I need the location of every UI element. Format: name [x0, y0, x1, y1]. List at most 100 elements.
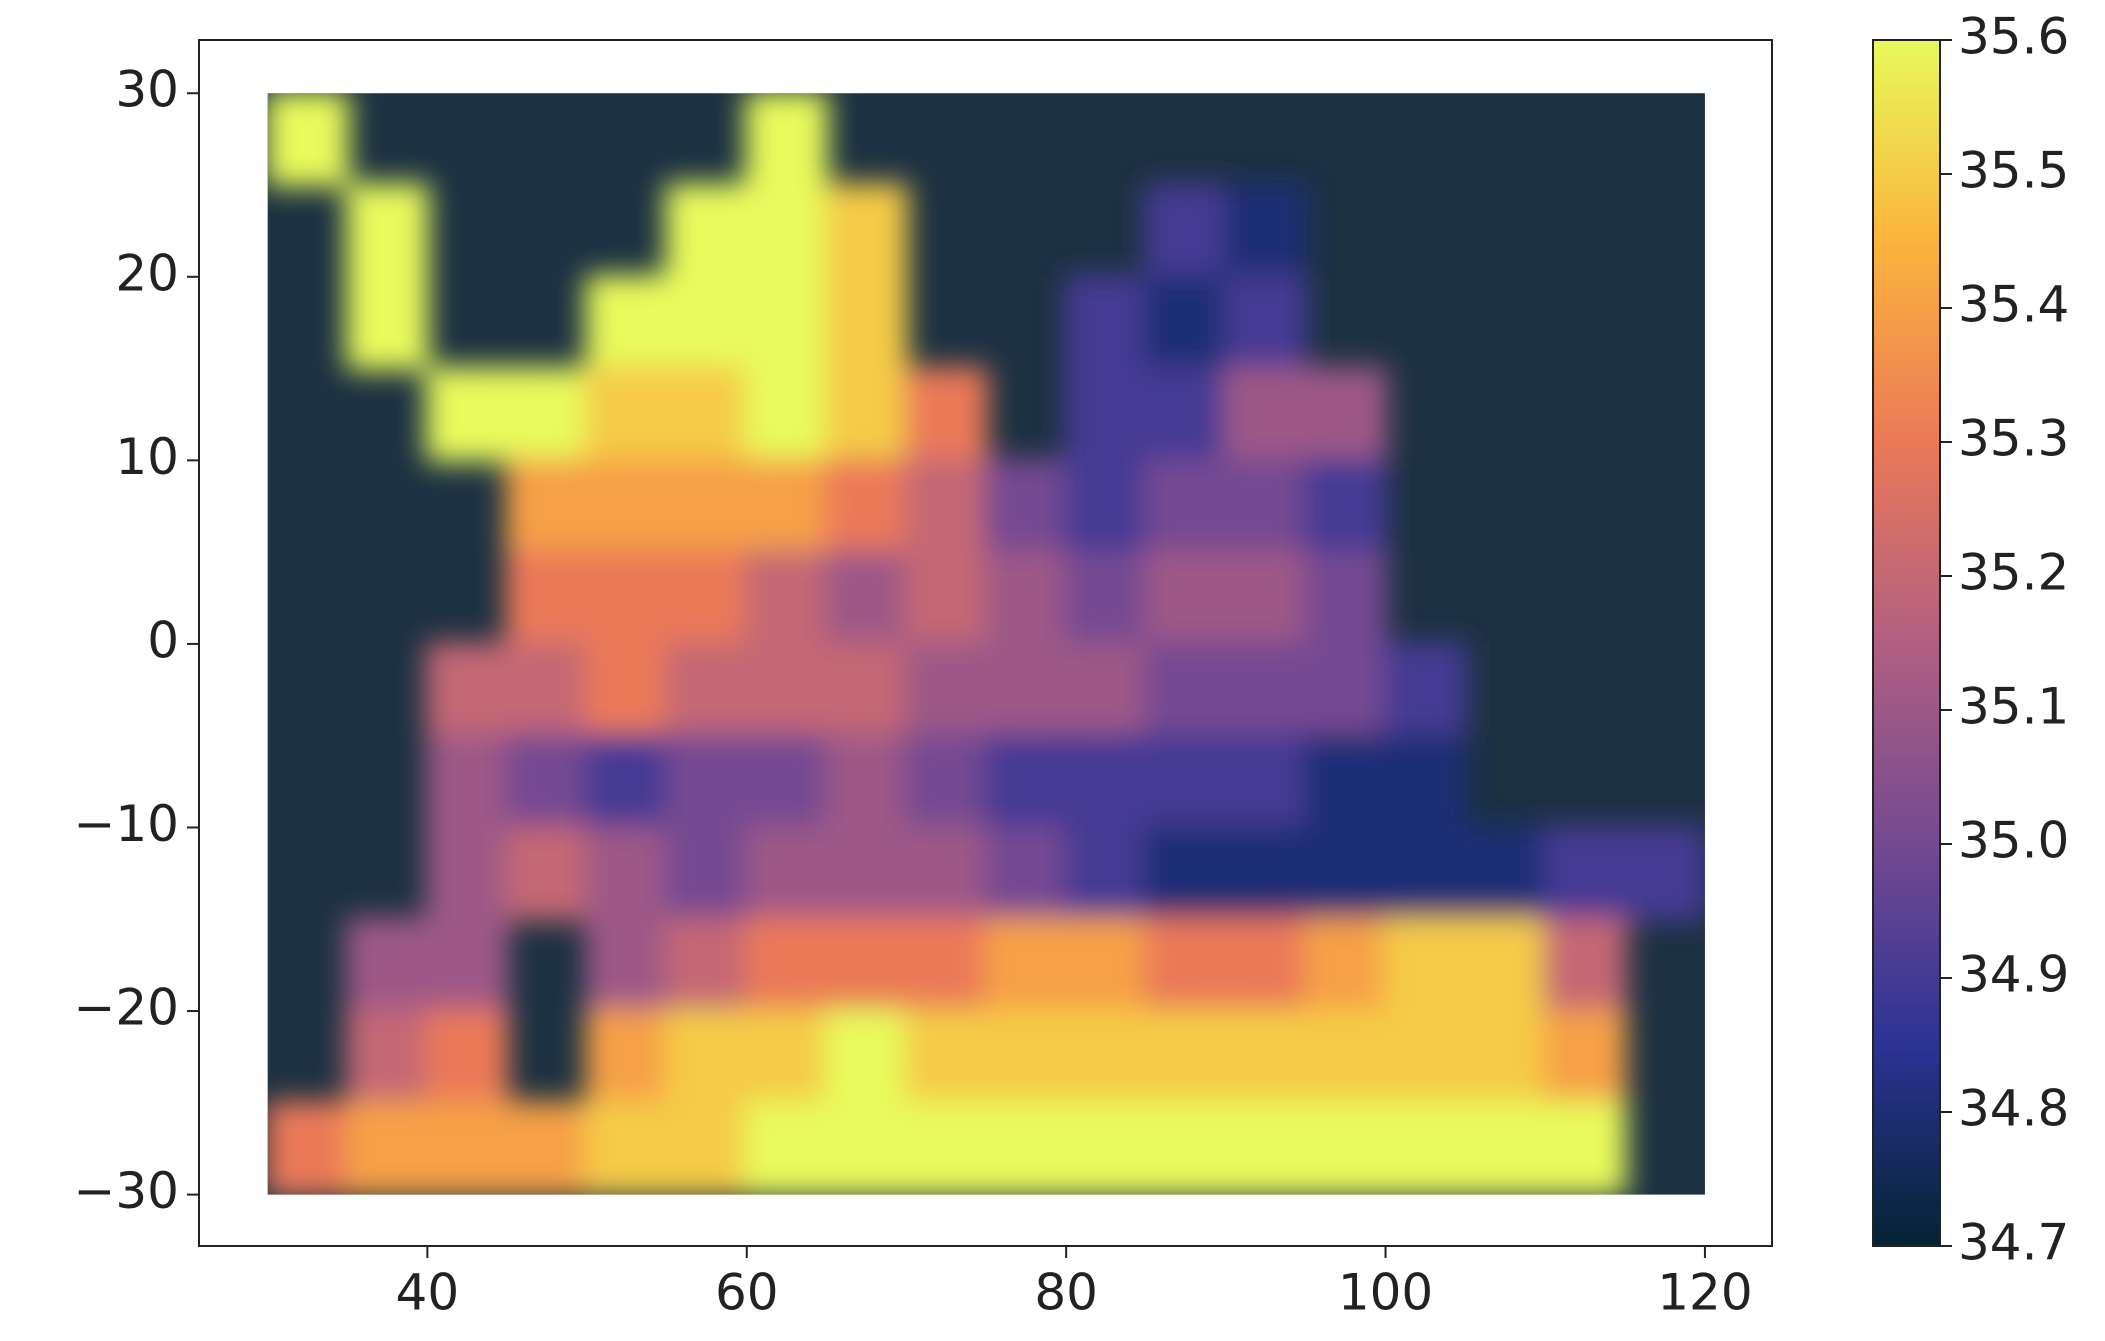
cell	[904, 917, 988, 1013]
y-tick-label: −10	[73, 795, 179, 853]
cell	[425, 367, 509, 463]
cell	[665, 367, 749, 463]
colorbar-tick-label: 35.5	[1958, 142, 2069, 200]
cell	[745, 91, 829, 187]
cell	[825, 917, 909, 1013]
cell	[665, 917, 749, 1013]
chart: 406080100120−30−20−10010203034.734.834.9…	[0, 0, 2105, 1337]
cell	[1224, 367, 1308, 463]
cell	[745, 275, 829, 371]
cell	[425, 825, 509, 921]
colorbar-tick-label: 34.8	[1958, 1080, 2069, 1138]
colorbar-tick-label: 34.9	[1958, 946, 2069, 1004]
x-tick-label: 120	[1657, 1264, 1752, 1322]
cell	[1463, 825, 1547, 921]
cell	[1144, 275, 1228, 371]
cell	[904, 550, 988, 646]
cell	[825, 825, 909, 921]
cell	[1304, 367, 1388, 463]
cell	[745, 458, 829, 554]
cell	[904, 367, 988, 463]
cell	[505, 825, 589, 921]
colorbar-tick-label: 35.6	[1958, 8, 2069, 66]
cell	[505, 367, 589, 463]
cell	[505, 734, 589, 830]
colorbar	[1873, 40, 1940, 1246]
cell	[904, 734, 988, 830]
cell	[1224, 642, 1308, 738]
cell	[1224, 917, 1308, 1013]
cell	[585, 550, 669, 646]
cell	[665, 642, 749, 738]
cell	[825, 642, 909, 738]
cell	[745, 1009, 829, 1105]
x-tick-label: 40	[396, 1264, 460, 1322]
cell	[1543, 825, 1627, 921]
cell	[665, 825, 749, 921]
cell	[1144, 550, 1228, 646]
cell	[904, 1009, 988, 1105]
cell	[425, 1009, 509, 1105]
cell	[1463, 917, 1547, 1013]
cell	[745, 825, 829, 921]
cell	[984, 917, 1068, 1013]
cell	[1224, 458, 1308, 554]
cell	[585, 734, 669, 830]
cell	[1384, 642, 1468, 738]
cell	[505, 550, 589, 646]
cell	[1064, 458, 1148, 554]
cell	[1144, 917, 1228, 1013]
y-tick-label: 20	[115, 244, 179, 302]
cell	[585, 642, 669, 738]
cell	[425, 1101, 509, 1197]
y-tick-label: −30	[73, 1162, 179, 1220]
cell	[745, 642, 829, 738]
cell	[1304, 1101, 1388, 1197]
y-tick-label: −20	[73, 979, 179, 1037]
y-tick-label: 30	[115, 61, 179, 119]
cell	[745, 367, 829, 463]
cell	[1144, 825, 1228, 921]
cell	[346, 183, 430, 279]
x-tick-label: 100	[1338, 1264, 1433, 1322]
cell	[1144, 642, 1228, 738]
cell	[1543, 917, 1627, 1013]
cell	[984, 825, 1068, 921]
cell	[1224, 825, 1308, 921]
cell	[1064, 367, 1148, 463]
cell	[825, 550, 909, 646]
cell	[904, 458, 988, 554]
cell	[1463, 1009, 1547, 1105]
cell	[1144, 458, 1228, 554]
cell	[346, 275, 430, 371]
cell	[1384, 917, 1468, 1013]
cell	[1064, 275, 1148, 371]
cell	[425, 734, 509, 830]
cell	[585, 1101, 669, 1197]
cell	[1224, 275, 1308, 371]
cell	[1384, 1009, 1468, 1105]
colorbar-tick-label: 35.4	[1958, 276, 2069, 334]
cell	[1064, 734, 1148, 830]
cell	[1064, 1009, 1148, 1105]
cell	[1224, 1009, 1308, 1105]
cell	[904, 1101, 988, 1197]
y-tick-label: 10	[115, 428, 179, 486]
colorbar-tick-label: 35.1	[1958, 678, 2069, 736]
cell	[1144, 734, 1228, 830]
cell	[665, 1101, 749, 1197]
cell	[1304, 734, 1388, 830]
cell	[984, 458, 1068, 554]
cell	[1384, 1101, 1468, 1197]
cell	[1623, 825, 1707, 921]
colorbar-tick-label: 34.7	[1958, 1214, 2069, 1272]
cell	[665, 458, 749, 554]
cell	[1224, 550, 1308, 646]
cell	[346, 1009, 430, 1105]
cell	[825, 367, 909, 463]
cell	[665, 550, 749, 646]
cell	[1224, 734, 1308, 830]
cell	[585, 275, 669, 371]
cell	[665, 1009, 749, 1105]
cell	[745, 734, 829, 830]
